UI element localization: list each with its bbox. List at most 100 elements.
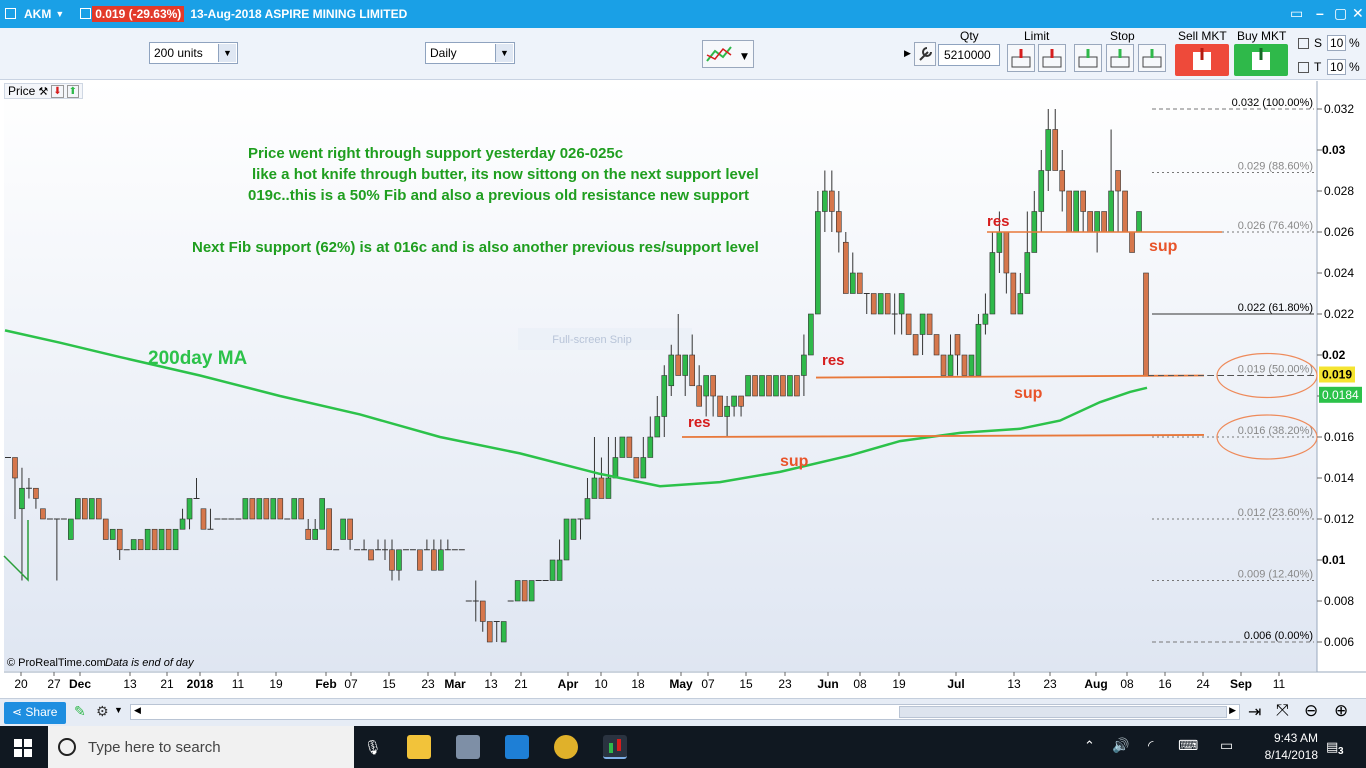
- candle-body: [75, 498, 81, 520]
- candle-body: [919, 313, 926, 335]
- wrench-button[interactable]: [914, 42, 936, 66]
- taskbar-search[interactable]: Type here to search 🎙: [48, 726, 382, 768]
- drawing-tools-icon[interactable]: ✎: [74, 703, 86, 719]
- checkbox-icon[interactable]: [80, 8, 91, 19]
- x-tick-label: Sep: [1230, 677, 1252, 691]
- candle-body: [626, 436, 633, 458]
- candle-body: [724, 405, 730, 417]
- keyboard-icon[interactable]: ▭: [1290, 5, 1304, 21]
- scroll-right-icon[interactable]: ▶: [1229, 705, 1236, 715]
- x-tick-label: 19: [269, 677, 283, 691]
- close-icon[interactable]: ✕: [1352, 5, 1364, 21]
- zoom-fit-icon[interactable]: ⤧: [1276, 702, 1289, 719]
- units-select[interactable]: 200 units ▼: [149, 42, 238, 64]
- s-value[interactable]: 10: [1327, 35, 1347, 51]
- zoom-out-icon[interactable]: ⊖: [1304, 701, 1319, 720]
- prorealtime-app-icon[interactable]: [603, 735, 627, 759]
- t-value[interactable]: 10: [1327, 59, 1347, 75]
- notification-center-icon[interactable]: ▤: [1326, 739, 1339, 754]
- x-tick-label: 10: [594, 677, 608, 691]
- wrench-icon[interactable]: ⚒: [38, 85, 49, 98]
- t-label: T: [1314, 60, 1322, 74]
- horizontal-scrollbar[interactable]: ◀ ▶: [130, 704, 1240, 720]
- candle-body: [81, 498, 88, 520]
- ma-label: 200day MA: [148, 348, 248, 369]
- candle-body: [598, 477, 605, 499]
- candle-body: [1094, 211, 1100, 233]
- objects-icon[interactable]: ⚙: [96, 703, 109, 719]
- limit-buy-button[interactable]: [1007, 44, 1035, 72]
- microphone-icon[interactable]: 🎙: [364, 738, 382, 755]
- candle-body: [822, 190, 828, 212]
- chevron-down-icon[interactable]: ▼: [218, 44, 236, 62]
- chart-type-button[interactable]: ▼: [702, 40, 754, 68]
- x-tick-label: 27: [47, 677, 61, 691]
- keyboard-tray-icon[interactable]: ⌨: [1178, 737, 1199, 753]
- caret-right-icon[interactable]: ▶: [904, 48, 911, 58]
- y-tick-label: 0.022: [1324, 307, 1354, 321]
- taskbar-clock[interactable]: 9:43 AM 8/14/2018: [1265, 730, 1318, 764]
- auto-scroll-icon[interactable]: ⇥: [1248, 704, 1262, 721]
- stop-button-2[interactable]: [1106, 44, 1134, 72]
- share-button[interactable]: ⋖ Share: [4, 702, 66, 724]
- limit-sell-button[interactable]: [1038, 44, 1066, 72]
- price-panel-header[interactable]: Price ⚒ ⬇ ⬆: [4, 83, 83, 99]
- windows-start-icon[interactable]: [14, 739, 32, 757]
- language-icon[interactable]: ▭: [1220, 737, 1234, 753]
- qty-input[interactable]: 5210000: [938, 44, 1000, 66]
- s-checkbox[interactable]: [1298, 38, 1309, 49]
- candle-body: [102, 518, 109, 540]
- zoom-in-icon[interactable]: ⊕: [1334, 701, 1349, 720]
- chevron-down-icon[interactable]: ▼: [114, 705, 123, 715]
- candle-body: [256, 498, 263, 520]
- edge-browser-icon[interactable]: [505, 735, 529, 759]
- search-icon: [58, 738, 76, 756]
- candle-body: [787, 375, 793, 397]
- candle-body: [19, 487, 25, 510]
- candle-body: [836, 211, 842, 233]
- restore-icon[interactable]: ▢: [1334, 5, 1348, 21]
- snipping-tool-icon[interactable]: [456, 735, 480, 759]
- svg-text:▼: ▼: [741, 52, 748, 62]
- stop-button-1[interactable]: [1074, 44, 1102, 72]
- period-select[interactable]: Daily ▼: [425, 42, 515, 64]
- sell-mkt-button[interactable]: [1175, 44, 1229, 76]
- scroll-thumb[interactable]: [899, 706, 1227, 718]
- ticker-label[interactable]: AKM: [24, 7, 52, 21]
- limit-order-icon: [1042, 49, 1062, 68]
- candle-body: [703, 375, 709, 397]
- candle-body: [347, 518, 353, 540]
- candle-body: [877, 293, 884, 315]
- fib-50-oval: [1216, 352, 1318, 399]
- y-tick-label: 0.032: [1324, 102, 1354, 116]
- x-tick-label: Mar: [444, 677, 466, 691]
- candle-body: [200, 508, 207, 530]
- candle-body: [242, 498, 249, 520]
- scroll-left-icon[interactable]: ◀: [134, 705, 141, 715]
- candle-body: [521, 580, 528, 602]
- volume-icon[interactable]: 🔊: [1112, 737, 1130, 753]
- chevron-down-icon[interactable]: ▼: [495, 44, 513, 62]
- stop-button-3[interactable]: [1138, 44, 1166, 72]
- minimize-icon[interactable]: –: [1316, 5, 1324, 21]
- price-chart[interactable]: Full-screen Snip 0.032 (100.00%) 0.029 (8…: [0, 80, 1366, 698]
- arrow-down-icon[interactable]: ⬇: [51, 84, 64, 98]
- last-price-tag: [1319, 366, 1355, 383]
- wifi-icon[interactable]: ◜: [1148, 737, 1154, 753]
- snip-watermark: Full-screen Snip: [552, 334, 631, 346]
- arrow-up-icon[interactable]: ⬆: [66, 84, 79, 98]
- buy-mkt-button[interactable]: [1234, 44, 1288, 76]
- fib-label: 0.022 (61.80%): [1238, 302, 1313, 314]
- sell-icon: [1193, 48, 1211, 70]
- ticker-dropdown-icon[interactable]: ▼: [55, 9, 65, 19]
- x-tick-label: 15: [739, 677, 753, 691]
- chrome-browser-icon[interactable]: [554, 735, 578, 759]
- file-explorer-icon[interactable]: [407, 735, 431, 759]
- fib-label: 0.019 (50.00%): [1238, 364, 1313, 376]
- candle-body: [1115, 170, 1121, 192]
- candle-body: [780, 375, 786, 397]
- annotation-line-1: Price went right through support yesterd…: [248, 145, 623, 162]
- tray-chevron-icon[interactable]: ⌃: [1084, 738, 1095, 753]
- candle-body: [88, 498, 95, 520]
- t-checkbox[interactable]: [1298, 62, 1309, 73]
